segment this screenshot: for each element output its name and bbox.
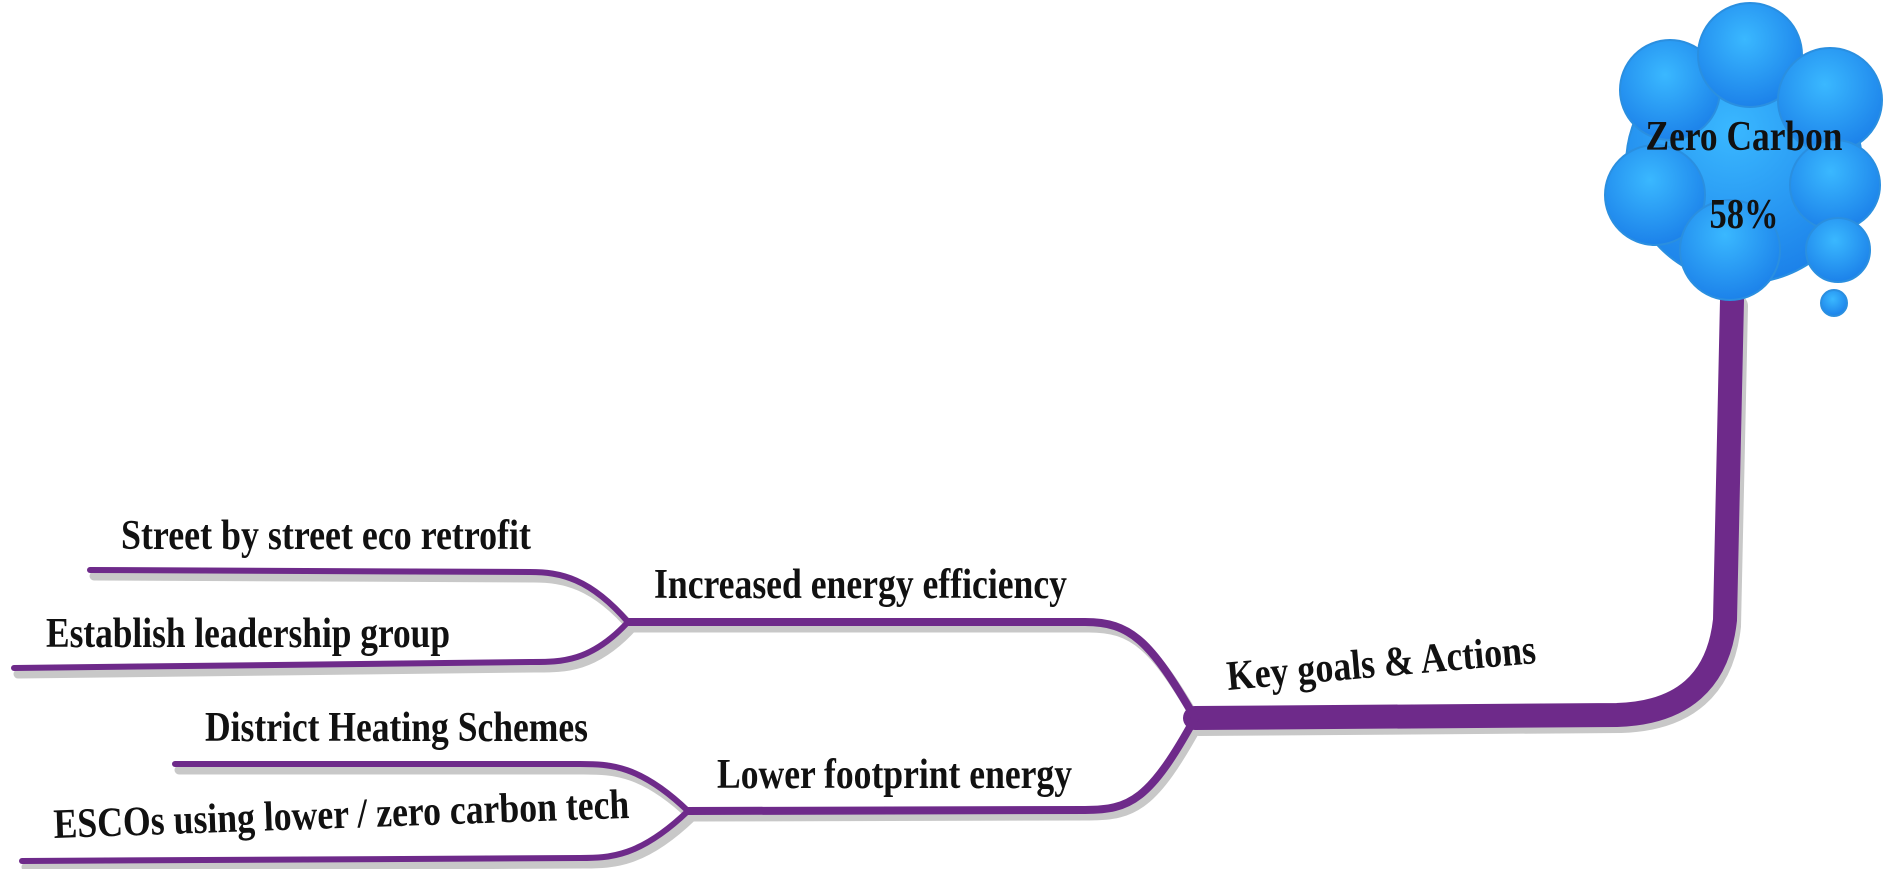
root-label: Zero Carbon — [1646, 114, 1843, 160]
node-label: Lower footprint energy — [717, 752, 1072, 798]
node-label: Increased energy efficiency — [654, 562, 1067, 608]
leaf-line — [11, 619, 631, 671]
leaf-label: ESCOs using lower / zero carbon tech — [53, 782, 630, 848]
root-sublabel: 58% — [1710, 192, 1779, 238]
leaf-line — [19, 808, 691, 864]
cloud — [1604, 2, 1883, 317]
branch — [624, 618, 1199, 722]
branch — [684, 714, 1199, 815]
leaf-line — [87, 567, 631, 625]
trunk — [1183, 288, 1744, 730]
leaf-label: Street by street eco retrofit — [121, 513, 531, 559]
leaf-label: District Heating Schemes — [205, 705, 588, 751]
leaf-line — [172, 761, 691, 814]
connectors — [11, 288, 1748, 869]
leaf-label: Establish leadership group — [46, 611, 450, 657]
node-label: Key goals & Actions — [1225, 627, 1538, 700]
